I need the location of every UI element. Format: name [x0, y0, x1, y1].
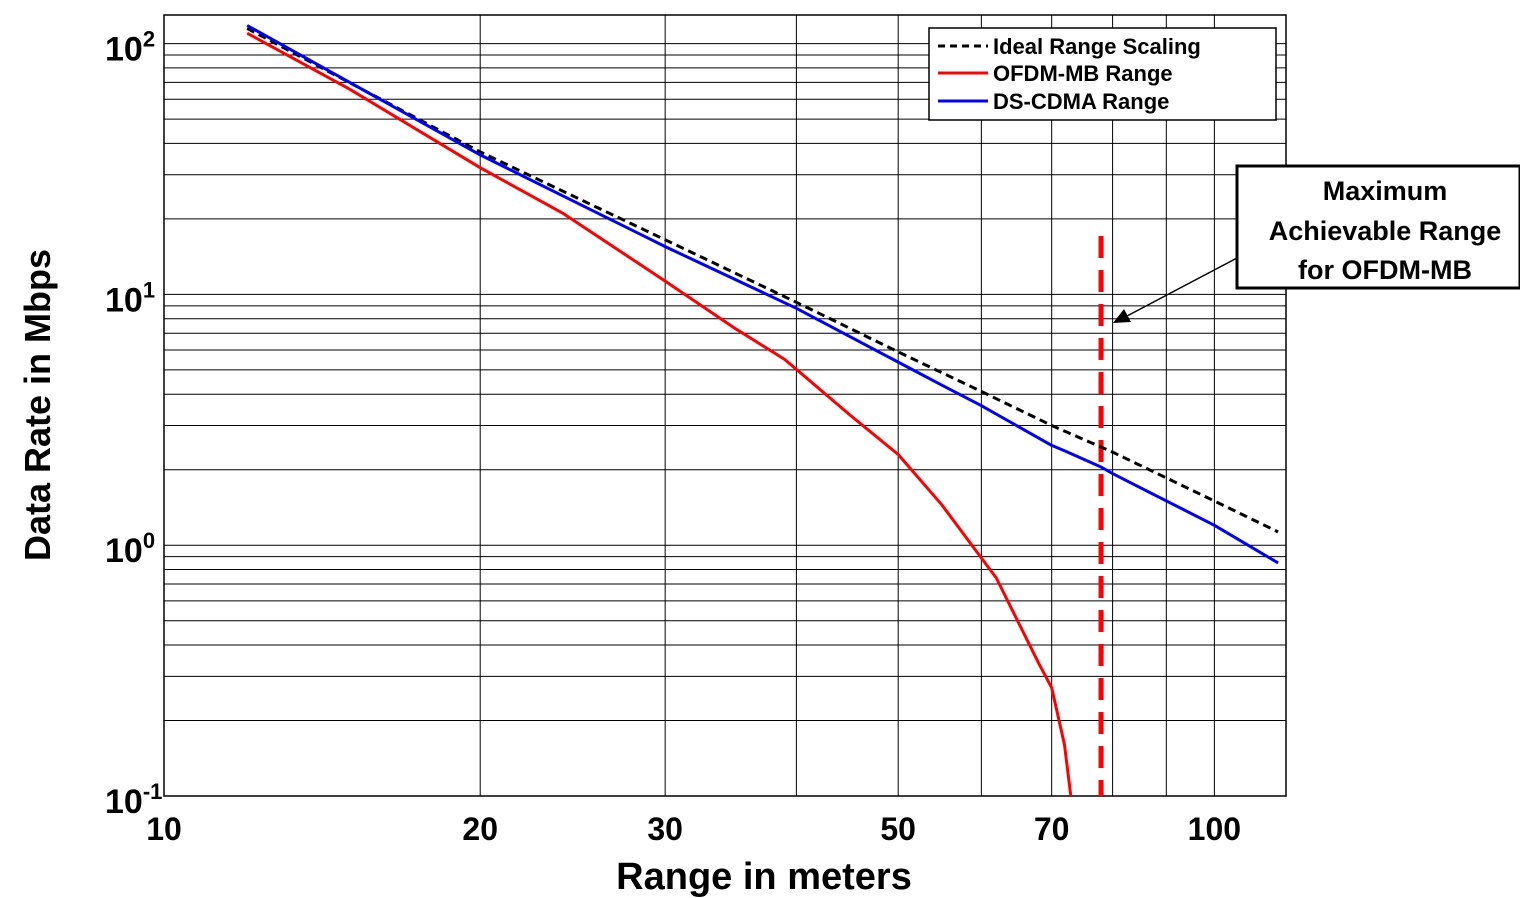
grid	[164, 15, 1286, 796]
annotation-box	[1235, 164, 1520, 290]
y-axis-label: Data Rate in Mbps	[17, 249, 58, 561]
x-tick-label: 20	[462, 811, 498, 847]
annotation-arrow	[1126, 257, 1238, 317]
y-tick-label: 100	[105, 528, 155, 570]
x-tick-label: 100	[1188, 811, 1241, 847]
x-axis-label: Range in meters	[616, 856, 912, 898]
annotation-line-2: Achievable Range	[1269, 216, 1502, 246]
annotation-line-1: Maximum	[1323, 176, 1448, 206]
plot-area	[163, 14, 1287, 797]
annotation-line-3: for OFDM-MB	[1298, 255, 1472, 285]
y-tick-label: 102	[105, 27, 155, 69]
series-layer	[246, 24, 1279, 797]
series-line-2	[246, 24, 1279, 565]
annotation: Maximum Achievable Range for OFDM-MB	[1113, 164, 1520, 323]
y-tick-label: 101	[105, 277, 155, 319]
y-tick-label: 10-1	[105, 779, 162, 821]
x-tick-label: 10	[146, 811, 182, 847]
legend-label-cdma: DS-CDMA Range	[993, 89, 1169, 114]
legend-label-ofdm: OFDM-MB Range	[993, 61, 1173, 86]
series-line-1	[246, 31, 1073, 797]
x-tick-label: 70	[1034, 811, 1070, 847]
legend: Ideal Range Scaling OFDM-MB Range DS-CDM…	[928, 27, 1277, 121]
legend-label-ideal: Ideal Range Scaling	[993, 34, 1201, 59]
x-tick-label: 30	[647, 811, 683, 847]
annotation-arrowhead	[1113, 309, 1131, 323]
x-tick-label: 50	[880, 811, 916, 847]
series-line-0	[246, 27, 1279, 534]
tick-labels: 10 20 30 50 70 100 10-1 100 101 102	[105, 27, 1241, 847]
